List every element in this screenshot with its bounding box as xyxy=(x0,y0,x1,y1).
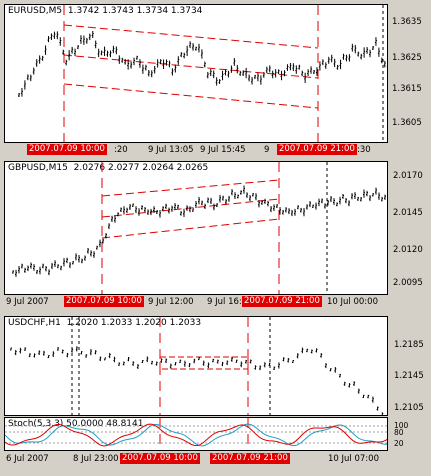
gbpusd-scale-3: 2.0095 xyxy=(393,278,423,288)
stoch-main-line xyxy=(5,423,387,447)
stoch-title: Stoch(5,3,3) 50.0000 48.8141 xyxy=(8,419,144,429)
gbpusd-time-0: 9 Jul 2007 xyxy=(6,297,49,307)
stoch-signal-line xyxy=(5,423,387,447)
stoch-scale-2: 20 xyxy=(394,439,404,448)
gbpusd-tag-end: 2007.07.09 21:00 xyxy=(242,296,322,307)
eurusd-panel: EURUSD,M5 1.3742 1.3743 1.3734 1.3734 1.… xyxy=(0,0,431,159)
eurusd-scale-3: 1.3605 xyxy=(392,118,422,128)
eurusd-channel-mid xyxy=(63,54,319,79)
gbpusd-title: GBPUSD,M15 2.0276 2.0277 2.0264 2.0265 xyxy=(8,163,209,173)
gbpusd-scale-1: 2.0145 xyxy=(393,208,423,218)
eurusd-scale-1: 1.3625 xyxy=(392,53,422,63)
eurusd-scale-2: 1.3615 xyxy=(392,84,422,94)
stoch-tag-start: 2007.07.09 10:00 xyxy=(120,453,200,464)
gbpusd-scale-2: 2.0120 xyxy=(393,245,423,255)
gbpusd-scale-0: 2.0170 xyxy=(393,171,423,181)
gbpusd-chart[interactable]: GBPUSD,M15 2.0276 2.0277 2.0264 2.0265 xyxy=(4,161,388,295)
gbpusd-channel-top xyxy=(101,179,280,197)
eurusd-plot xyxy=(18,5,387,142)
gbpusd-channel-bottom xyxy=(101,218,280,239)
gbpusd-plot xyxy=(12,162,386,294)
eurusd-channel-top xyxy=(63,24,319,49)
gbpusd-time-2: 9 Jul 16:00 xyxy=(207,297,253,307)
usdchf-chart[interactable]: USDCHF,H1 1.2020 1.2033 1.2020 1.2033 xyxy=(4,316,388,416)
stoch-time-0: 6 Jul 2007 xyxy=(6,454,49,464)
eurusd-title: EURUSD,M5 1.3742 1.3743 1.3734 1.3734 xyxy=(8,6,203,16)
stoch-chart[interactable]: Stoch(5,3,3) 50.0000 48.8141 xyxy=(4,417,388,451)
eurusd-scale-0: 1.3635 xyxy=(392,17,422,27)
eurusd-tag-start: 2007.07.09 10:00 xyxy=(27,144,107,155)
stoch-time-2: 10 Jul 07:00 xyxy=(328,454,379,464)
stoch-plot xyxy=(5,418,387,450)
eurusd-tag-end: 2007.07.09 21:00 xyxy=(277,144,357,155)
usdchf-scale-0: 1.2185 xyxy=(394,340,424,350)
eurusd-time-1: 9 Jul 13:05 xyxy=(148,145,194,155)
eurusd-channel-bottom xyxy=(63,83,319,109)
eurusd-time-3: 9 xyxy=(264,145,270,155)
usdchf-title: USDCHF,H1 1.2020 1.2033 1.2020 1.2033 xyxy=(8,318,202,328)
eurusd-time-4: :30 xyxy=(357,145,371,155)
gbpusd-time-3: 10 Jul 00:00 xyxy=(327,297,378,307)
usdchf-plot xyxy=(10,317,384,415)
gbpusd-time-1: 9 Jul 12:00 xyxy=(148,297,194,307)
stoch-scale-1: 80 xyxy=(394,428,404,437)
usdchf-scale-2: 1.2105 xyxy=(394,403,424,413)
usdchf-panel: USDCHF,H1 1.2020 1.2033 1.2020 1.2033 1.… xyxy=(0,313,431,476)
eurusd-time-2: 9 Jul 15:45 xyxy=(200,145,246,155)
usdchf-range-box xyxy=(159,356,249,370)
stoch-scale-0: 100 xyxy=(394,421,409,430)
usdchf-scale-1: 1.2145 xyxy=(394,371,424,381)
stoch-time-1: 8 Jul 23:00 xyxy=(73,454,119,464)
gbpusd-tag-start: 2007.07.09 10:00 xyxy=(64,296,144,307)
eurusd-time-0: :20 xyxy=(114,145,128,155)
eurusd-chart[interactable]: EURUSD,M5 1.3742 1.3743 1.3734 1.3734 xyxy=(4,4,388,143)
gbpusd-panel: GBPUSD,M15 2.0276 2.0277 2.0264 2.0265 2… xyxy=(0,159,431,313)
stoch-tag-end: 2007.07.09 21:00 xyxy=(210,453,290,464)
